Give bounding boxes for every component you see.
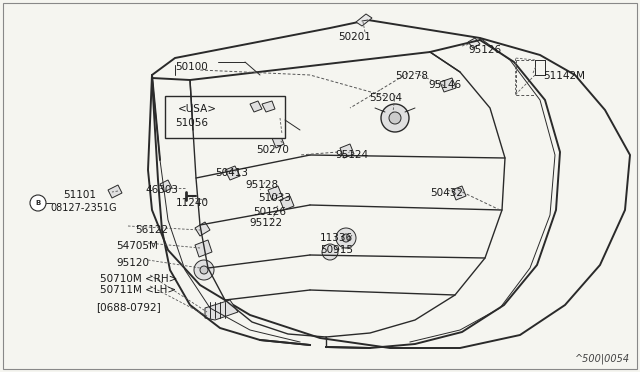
- Text: 95128: 95128: [245, 180, 278, 190]
- Text: 50201: 50201: [338, 32, 371, 42]
- Circle shape: [194, 260, 214, 280]
- Polygon shape: [108, 185, 122, 198]
- Polygon shape: [195, 240, 212, 257]
- Text: 95146: 95146: [428, 80, 461, 90]
- Text: <USA>: <USA>: [178, 104, 217, 114]
- Text: 51101: 51101: [63, 190, 96, 200]
- Circle shape: [30, 195, 46, 211]
- Polygon shape: [452, 186, 466, 200]
- Text: 51033: 51033: [258, 193, 291, 203]
- Text: 11336: 11336: [320, 233, 353, 243]
- Text: 50432: 50432: [430, 188, 463, 198]
- Polygon shape: [272, 134, 284, 148]
- Text: 08127-2351G: 08127-2351G: [50, 203, 116, 213]
- Text: 50413: 50413: [215, 168, 248, 178]
- Text: 50270: 50270: [256, 145, 289, 155]
- Text: 50710M <RH>: 50710M <RH>: [100, 274, 177, 284]
- Text: 54705M: 54705M: [116, 241, 158, 251]
- Text: 46303: 46303: [145, 185, 178, 195]
- Polygon shape: [356, 14, 372, 26]
- Polygon shape: [160, 180, 172, 192]
- Polygon shape: [280, 196, 294, 210]
- Polygon shape: [440, 78, 456, 92]
- Text: 50100: 50100: [175, 62, 208, 72]
- Polygon shape: [205, 300, 238, 320]
- Circle shape: [200, 266, 208, 274]
- Text: [0688-0792]: [0688-0792]: [96, 302, 161, 312]
- Circle shape: [322, 244, 338, 260]
- Polygon shape: [468, 38, 480, 48]
- Polygon shape: [250, 101, 262, 112]
- Polygon shape: [262, 101, 275, 112]
- Text: 95122: 95122: [249, 218, 282, 228]
- Bar: [165, 96, 285, 138]
- Text: 95126: 95126: [468, 45, 501, 55]
- Polygon shape: [268, 186, 282, 200]
- Text: 50278: 50278: [395, 71, 428, 81]
- Text: 95120: 95120: [116, 258, 149, 268]
- Text: 51142M: 51142M: [543, 71, 585, 81]
- Circle shape: [389, 112, 401, 124]
- Text: 50711M <LH>: 50711M <LH>: [100, 285, 176, 295]
- Polygon shape: [225, 166, 240, 180]
- Text: ^500|0054: ^500|0054: [575, 353, 630, 364]
- Text: 11240: 11240: [176, 198, 209, 208]
- Text: 50915: 50915: [320, 245, 353, 255]
- Text: B: B: [35, 200, 40, 206]
- Text: 51056: 51056: [175, 118, 208, 128]
- Circle shape: [381, 104, 409, 132]
- Polygon shape: [148, 20, 630, 348]
- Polygon shape: [340, 144, 354, 158]
- Polygon shape: [195, 222, 210, 236]
- Text: 56122: 56122: [135, 225, 168, 235]
- Circle shape: [336, 228, 356, 248]
- Text: 95124: 95124: [335, 150, 368, 160]
- Text: 50126: 50126: [253, 207, 286, 217]
- Text: 55204: 55204: [369, 93, 402, 103]
- Circle shape: [342, 234, 350, 242]
